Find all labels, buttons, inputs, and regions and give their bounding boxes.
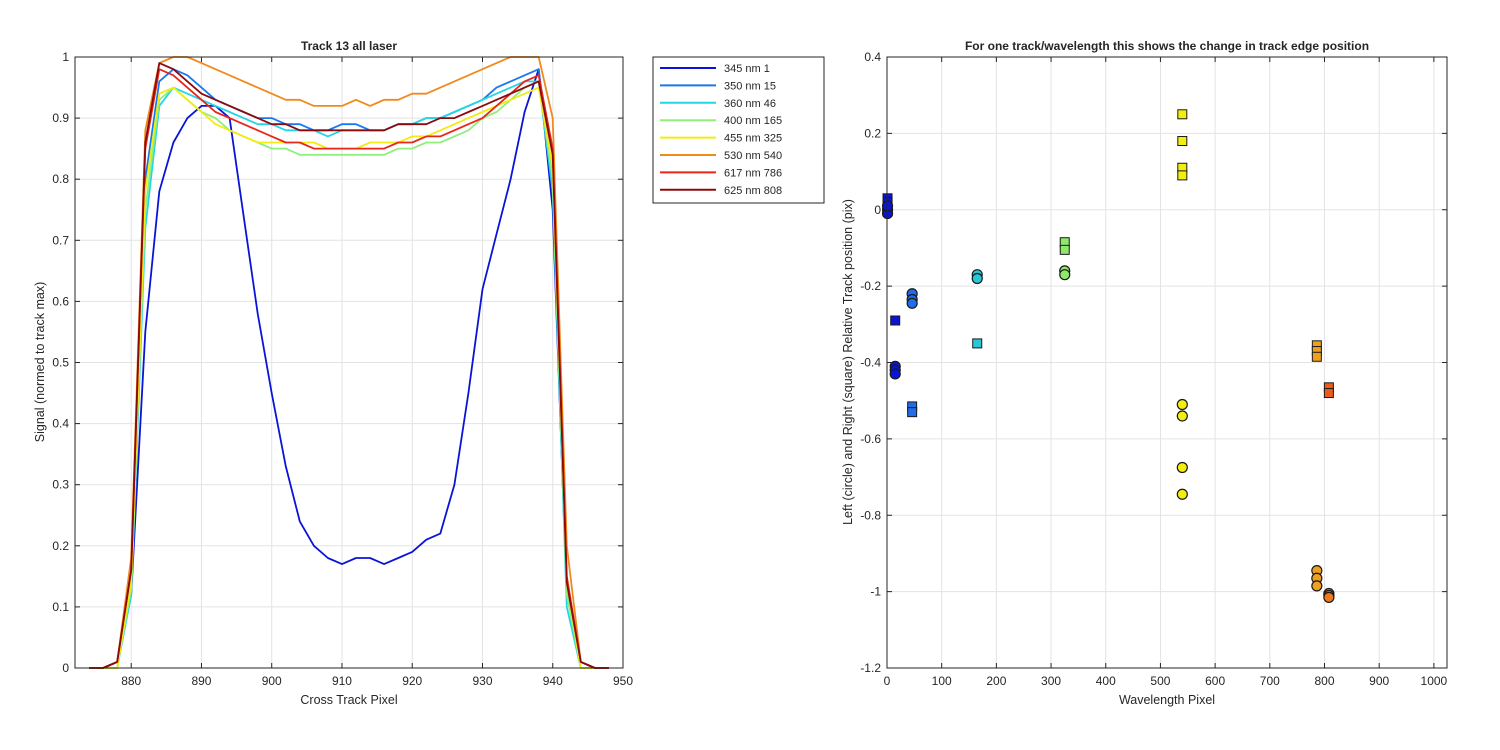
square-marker [1059,244,1070,255]
y-tick-label: 0.1 [52,600,69,614]
x-tick-label: 400 [1096,674,1116,688]
x-axis-label: Cross Track Pixel [300,693,397,707]
circle-marker [971,272,983,285]
x-axis-label: Wavelength Pixel [1119,693,1215,707]
circle-marker [1311,580,1323,592]
legend-label: 345 nm 1 [724,63,770,75]
series-line-0 [89,68,609,669]
x-tick-label: 890 [191,674,211,688]
circle-marker [1059,269,1071,281]
square-marker [1177,170,1188,181]
x-tick-label: 940 [543,674,563,688]
y-tick-label: 0.6 [52,294,69,308]
y-tick-label: -0.6 [860,432,881,446]
x-tick-label: 700 [1260,674,1280,688]
circle-marker [881,200,894,212]
x-tick-label: 600 [1205,674,1225,688]
y-tick-label: 1 [62,50,69,64]
x-tick-label: 950 [613,674,633,688]
circle-marker [1176,410,1188,422]
series-line-7 [89,62,609,669]
scatter-chart: 0 100 200 300 400 500 600 700 800 900 1000 -1.2 -1 -0… [841,39,1448,707]
circle-marker [906,297,918,309]
ticks: 880 890 900 910 920 930 940 950 0 0.1 0.2 0.3 0.4 0.5… [52,50,633,688]
x-tick-label: 880 [121,674,141,688]
y-tick-label: 0.7 [52,233,69,247]
x-tick-label: 900 [1369,674,1389,688]
y-tick-label: 0.4 [52,417,69,431]
x-tick-label: 200 [986,674,1006,688]
y-axis-label: Signal (normed to track max) [33,282,47,442]
chart-title: Track 13 all laser [301,39,397,53]
y-tick-label: 0.3 [52,478,69,492]
y-tick-label: -1.2 [860,661,881,675]
y-tick-label: 0 [874,203,881,217]
y-tick-label: -1 [870,585,881,599]
square-marker [907,407,918,418]
legend-label: 350 nm 15 [724,80,776,92]
circle-marker [1323,591,1335,603]
series-line-6 [89,68,609,669]
y-tick-label: -0.2 [860,279,881,293]
x-tick-label: 500 [1150,674,1170,688]
x-tick-label: 800 [1314,674,1334,688]
y-axis-label: Left (circle) and Right (square) Relativ… [841,199,855,525]
circle-marker [1176,461,1188,474]
square-marker [972,338,983,349]
x-tick-label: 1000 [1421,674,1448,688]
y-tick-label: -0.8 [860,508,881,522]
legend-box [652,56,825,204]
x-tick-label: 900 [262,674,282,688]
legend-label: 455 nm 325 [724,133,782,145]
y-tick-label: 0.2 [864,126,881,140]
chart-title: For one track/wavelength this shows the … [965,39,1369,53]
square-marker [1177,109,1188,120]
series-lines [89,56,609,669]
circle-marker [1176,398,1188,411]
y-tick-label: 0.2 [52,539,69,553]
ticks: 0 100 200 300 400 500 600 700 800 900 1000 -1.2 -1 -0… [860,50,1447,688]
y-tick-label: 0 [62,661,69,675]
circle-marker [889,368,901,380]
square-marker [1311,351,1322,362]
x-tick-label: 910 [332,674,352,688]
y-tick-label: 0.8 [52,172,69,186]
x-tick-label: 300 [1041,674,1061,688]
y-tick-label: 0.5 [52,356,69,370]
x-tick-label: 100 [932,674,952,688]
scatter-points [881,109,1335,603]
circle-marker [1176,488,1188,500]
legend-label: 530 nm 540 [724,150,782,162]
legend: 345 nm 1 350 nm 15 360 nm 46 400 nm 165 455 … [652,56,825,204]
square-marker [1177,136,1188,147]
x-tick-label: 930 [472,674,492,688]
y-tick-label: 0.9 [52,111,69,125]
x-tick-label: 0 [884,674,891,688]
legend-label: 625 nm 808 [724,185,782,197]
legend-label: 400 nm 165 [724,115,782,127]
square-marker [1323,388,1334,399]
line-chart: 880 890 900 910 920 930 940 950 0 0.1 0.2 0.3 0.4 0.5… [33,39,825,707]
legend-label: 360 nm 46 [724,98,776,110]
y-tick-label: 0.4 [864,50,881,64]
legend-label: 617 nm 786 [724,167,782,179]
square-marker [890,315,901,326]
y-tick-label: -0.4 [860,356,881,370]
x-tick-label: 920 [402,674,422,688]
